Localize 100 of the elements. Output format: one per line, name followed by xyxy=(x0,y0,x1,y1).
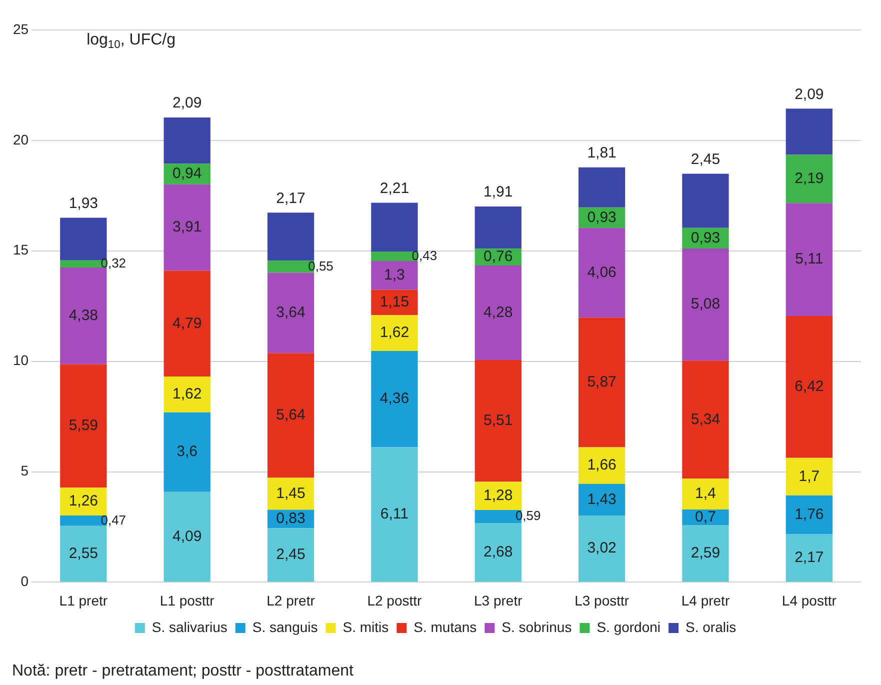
bar xyxy=(474,360,522,482)
bar xyxy=(60,488,107,516)
data-label: 5,59 xyxy=(68,417,98,434)
bar xyxy=(578,515,626,582)
data-label: 4,36 xyxy=(380,390,410,408)
bar xyxy=(578,228,626,318)
bar xyxy=(60,526,107,582)
bar xyxy=(164,412,210,492)
data-label: 1,4 xyxy=(695,485,716,502)
legend-label: S. sanguis xyxy=(252,618,318,635)
data-label: 3,91 xyxy=(172,218,202,236)
bar xyxy=(682,524,729,582)
bar xyxy=(578,484,626,516)
bar xyxy=(786,458,832,496)
y-tick-label: 25 xyxy=(12,20,29,37)
legend-label: S. mutans xyxy=(414,618,477,635)
data-label: 4,09 xyxy=(172,528,202,545)
data-label: 6,42 xyxy=(794,378,824,396)
data-label: 2,17 xyxy=(794,549,824,566)
data-label: 4,38 xyxy=(68,306,98,324)
data-label: 1,15 xyxy=(380,294,410,311)
data-label: 1,76 xyxy=(794,506,824,523)
bar xyxy=(164,117,210,164)
bar xyxy=(682,248,729,361)
bar xyxy=(267,528,314,582)
y-tick-label: 5 xyxy=(20,462,29,479)
x-tick-label: L1 pretr xyxy=(59,592,108,608)
text: Notă: pretr - pretratament; posttr - posttratament xyxy=(12,662,354,680)
bar xyxy=(578,167,626,208)
bar xyxy=(371,202,418,252)
bar xyxy=(267,272,314,354)
data-label: 5,34 xyxy=(690,410,720,428)
bar xyxy=(474,523,522,582)
data-label: 5,87 xyxy=(587,374,616,391)
data-label: 1,66 xyxy=(587,456,616,474)
bar xyxy=(267,478,314,510)
bar xyxy=(474,206,522,249)
legend-label: S. oralis xyxy=(686,618,736,635)
data-label: 1,3 xyxy=(384,266,405,284)
x-tick-label: L4 posttr xyxy=(782,592,837,608)
x-tick-label: L2 pretr xyxy=(266,592,316,608)
data-label: 4,79 xyxy=(172,314,202,332)
bar xyxy=(682,360,729,479)
x-tick-label: L3 posttr xyxy=(574,592,630,608)
data-label: 3,64 xyxy=(276,304,306,322)
data-label: 2,68 xyxy=(484,543,513,560)
data-label: 2,09 xyxy=(172,94,202,112)
data-label: 1,45 xyxy=(276,484,306,502)
data-label: 0,93 xyxy=(690,229,720,246)
data-label: 2,17 xyxy=(276,190,306,207)
data-label: 4,28 xyxy=(484,304,513,321)
data-label: 2,55 xyxy=(68,544,98,562)
bar xyxy=(164,376,210,412)
data-label: 6,11 xyxy=(380,506,408,523)
legend-label: S. salivarius xyxy=(152,618,228,635)
data-label: 5,11 xyxy=(795,250,824,268)
y-tick-label: 0 xyxy=(20,573,29,590)
data-label: 2,59 xyxy=(690,544,720,562)
bar xyxy=(371,447,418,582)
bar xyxy=(164,270,210,377)
x-tick-label: L3 pretr xyxy=(474,592,523,608)
bar xyxy=(786,154,832,204)
legend-label: S. mitis xyxy=(342,618,389,635)
bar xyxy=(164,492,210,582)
data-label: 2,45 xyxy=(276,546,306,564)
bar xyxy=(474,482,522,510)
bar xyxy=(786,534,832,582)
bar xyxy=(786,495,832,534)
data-label: 1,26 xyxy=(68,492,98,510)
x-tick-label: L4 pretr xyxy=(681,592,730,608)
data-label: 0,76 xyxy=(484,248,513,266)
data-label: 1,81 xyxy=(587,144,616,162)
data-label: 1,7 xyxy=(798,468,820,485)
bar xyxy=(60,364,107,488)
bar xyxy=(786,316,832,458)
bar xyxy=(786,203,832,316)
bar xyxy=(786,108,832,155)
data-label: 1,91 xyxy=(484,184,513,201)
data-label: 0,93 xyxy=(587,208,616,226)
bar xyxy=(371,290,418,316)
data-label: 1,43 xyxy=(587,490,616,508)
bar xyxy=(578,318,626,448)
bar xyxy=(267,212,314,261)
y-tick-label: 20 xyxy=(12,131,29,148)
data-label: 1,62 xyxy=(172,386,202,403)
bar xyxy=(371,261,418,290)
data-label: 1,28 xyxy=(484,486,513,504)
bar xyxy=(682,510,729,525)
legend-label: S. sobrinus xyxy=(502,618,572,635)
y-tick-label: 15 xyxy=(12,242,29,258)
data-label: 0,94 xyxy=(172,165,202,182)
data-label: 2,45 xyxy=(690,150,720,168)
data-label: 2,19 xyxy=(794,170,824,188)
x-tick-label: L2 posttr xyxy=(367,592,422,608)
data-label: 0,7 xyxy=(695,508,716,526)
data-label: 3,02 xyxy=(587,540,616,557)
bar xyxy=(682,174,729,228)
data-label: 2,21 xyxy=(380,180,410,197)
bar xyxy=(371,350,418,448)
data-label: 1,62 xyxy=(380,324,410,342)
